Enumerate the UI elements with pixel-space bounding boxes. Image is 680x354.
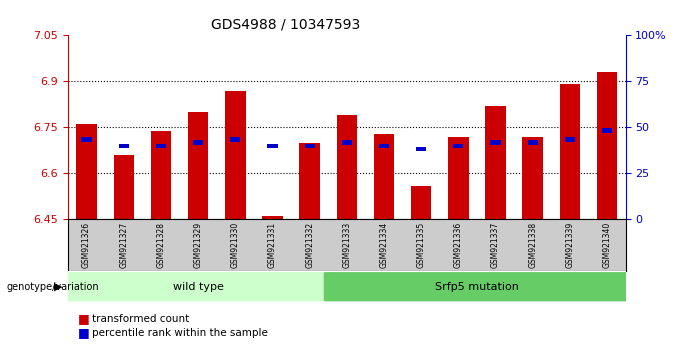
Text: GSM921327: GSM921327	[119, 222, 129, 268]
Bar	[341, 141, 352, 145]
Text: Srfp5 mutation: Srfp5 mutation	[435, 282, 519, 292]
Text: GSM921339: GSM921339	[565, 222, 575, 268]
Bar	[379, 144, 389, 148]
Bar	[486, 106, 506, 219]
Text: GSM921340: GSM921340	[602, 222, 611, 268]
Text: GSM921333: GSM921333	[342, 222, 352, 268]
Bar	[522, 137, 543, 219]
Bar	[225, 91, 245, 219]
Text: GSM921336: GSM921336	[454, 222, 463, 268]
Bar	[82, 137, 92, 142]
Bar	[299, 143, 320, 219]
Text: GSM921330: GSM921330	[231, 222, 240, 268]
Text: GSM921334: GSM921334	[379, 222, 388, 268]
Bar	[305, 144, 315, 148]
Text: ■: ■	[78, 312, 90, 325]
Bar	[262, 216, 283, 219]
Bar	[490, 141, 500, 145]
Bar	[156, 144, 166, 148]
Text: GSM921328: GSM921328	[156, 222, 165, 268]
Bar	[76, 124, 97, 219]
Bar	[151, 131, 171, 219]
Bar	[411, 186, 431, 219]
Text: GSM921326: GSM921326	[82, 222, 91, 268]
Bar	[453, 144, 464, 148]
Bar	[448, 137, 469, 219]
Text: GSM921331: GSM921331	[268, 222, 277, 268]
Text: GSM921329: GSM921329	[194, 222, 203, 268]
Bar	[564, 137, 575, 142]
Text: ■: ■	[78, 326, 90, 339]
Text: GSM921337: GSM921337	[491, 222, 500, 268]
Bar	[337, 115, 357, 219]
Bar	[267, 144, 277, 148]
Bar	[597, 72, 617, 219]
Text: GSM921335: GSM921335	[417, 222, 426, 268]
Bar	[118, 144, 129, 148]
Text: GSM921332: GSM921332	[305, 222, 314, 268]
FancyBboxPatch shape	[63, 272, 333, 301]
Bar	[230, 137, 241, 142]
Bar	[193, 141, 203, 145]
Text: GDS4988 / 10347593: GDS4988 / 10347593	[211, 18, 360, 32]
Text: percentile rank within the sample: percentile rank within the sample	[92, 328, 268, 338]
Bar	[374, 133, 394, 219]
Text: transformed count: transformed count	[92, 314, 189, 324]
Bar	[114, 155, 134, 219]
Text: wild type: wild type	[173, 282, 224, 292]
Text: ▶: ▶	[54, 282, 62, 292]
Bar	[528, 141, 538, 145]
FancyBboxPatch shape	[324, 272, 630, 301]
Text: GSM921338: GSM921338	[528, 222, 537, 268]
Text: genotype/variation: genotype/variation	[7, 282, 99, 292]
Bar	[188, 112, 208, 219]
Bar	[416, 147, 426, 151]
Bar	[560, 85, 580, 219]
Bar	[602, 128, 612, 133]
